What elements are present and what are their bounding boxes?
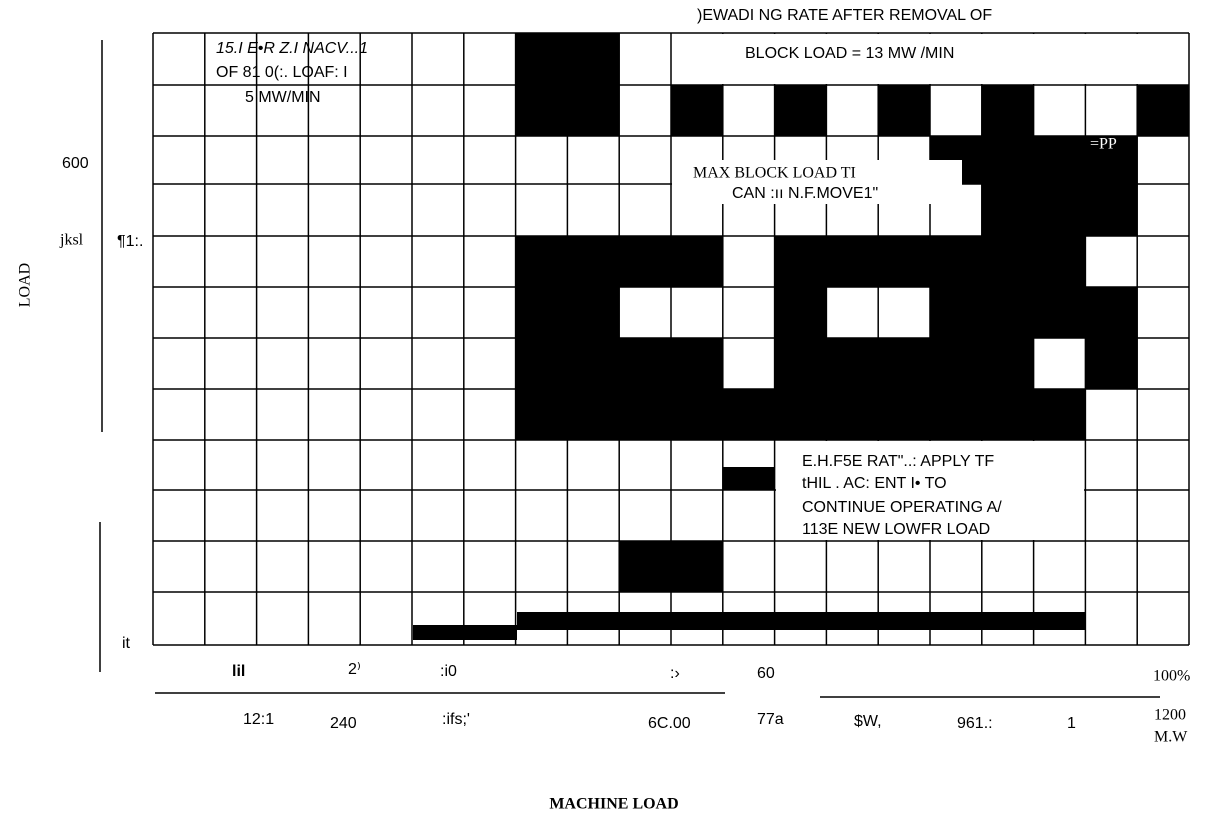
x-label: :ifs;' <box>442 711 470 728</box>
x-label: :› <box>670 665 680 682</box>
filled-cell <box>1137 85 1189 136</box>
x-label: 2⁾ <box>348 661 361 678</box>
x-label: :i0 <box>440 663 457 680</box>
filled-cell <box>1085 338 1138 389</box>
filled-cell <box>878 236 930 287</box>
filled-cell <box>515 85 568 136</box>
filled-cell <box>981 236 1034 287</box>
x-label: 1 <box>1067 715 1076 732</box>
filled-cell <box>774 85 827 136</box>
annotation: 15.I E•R Z.I NACV...1 <box>216 40 368 57</box>
filled-cell <box>619 236 671 287</box>
annotation: BLOCK LOAD = 13 MW /MIN <box>745 45 954 62</box>
filled-cell <box>930 389 982 440</box>
annotation-box <box>672 160 962 204</box>
x-label: M.W <box>1154 729 1188 746</box>
filled-cell <box>567 33 620 85</box>
filled-cell <box>981 136 1034 184</box>
filled-cell <box>1033 287 1086 338</box>
annotation: CONTINUE OPERATING A/ <box>802 499 1002 516</box>
filled-cell <box>1085 184 1138 236</box>
annotation: MAX BLOCK LOAD TI <box>693 165 856 182</box>
y-label: 600 <box>62 155 89 172</box>
filled-cell <box>826 389 879 440</box>
filled-cell <box>619 389 671 440</box>
filled-cell <box>619 338 671 389</box>
filled-cell <box>1033 184 1086 236</box>
filled-cell <box>981 184 1034 236</box>
filled-cell <box>515 338 568 389</box>
filled-cell <box>981 85 1034 136</box>
x-label: 1200 <box>1154 707 1186 724</box>
filled-cell <box>1033 389 1086 440</box>
annotation: E.H.F5E RAT"..: APPLY TF <box>802 453 994 470</box>
y-label: it <box>122 635 131 652</box>
x-label: $W, <box>854 713 882 730</box>
filled-cell <box>567 85 620 136</box>
filled-cell <box>930 287 982 338</box>
filled-cell <box>774 389 827 440</box>
filled-cell <box>567 236 620 287</box>
filled-cell <box>567 287 620 338</box>
filled-cell <box>826 338 879 389</box>
x-label: 12:1 <box>243 711 274 728</box>
x-label: 240 <box>330 715 357 732</box>
y-label: jksl <box>59 232 84 249</box>
filled-cell <box>1033 236 1086 287</box>
y-label: ¶1:. <box>117 233 143 250</box>
filled-cell <box>515 236 568 287</box>
load-bar <box>517 612 1085 630</box>
filled-cell <box>774 338 827 389</box>
filled-cell <box>878 338 930 389</box>
x-label: 60 <box>757 665 775 682</box>
filled-cell <box>567 389 620 440</box>
annotation-box <box>672 34 1188 84</box>
annotation-box <box>776 441 1084 540</box>
x-label: 961.: <box>957 715 993 732</box>
filled-cell <box>1085 136 1138 184</box>
filled-cell <box>878 85 930 136</box>
filled-cell <box>567 338 620 389</box>
filled-cell <box>671 85 723 136</box>
x-label: 77a <box>757 711 784 728</box>
annotation: CAN :ıı N.F.MOVE1" <box>732 185 878 202</box>
filled-cell <box>723 467 775 490</box>
filled-cell <box>515 33 568 85</box>
annotation: tHIL . AC: ENT I• TO <box>802 475 947 492</box>
annotation: )EWADI NG RATE AFTER REMOVAL OF <box>697 7 992 24</box>
filled-cell <box>981 338 1034 389</box>
filled-cell <box>981 389 1034 440</box>
filled-cell <box>826 236 879 287</box>
filled-cell <box>878 389 930 440</box>
x-label: lil <box>232 663 245 680</box>
x-axis-title: MACHINE LOAD <box>549 796 678 813</box>
filled-cell <box>671 541 723 592</box>
filled-cell <box>671 338 723 389</box>
filled-cell <box>774 236 827 287</box>
annotation: OF 81 0(:. LOAF: I <box>216 64 348 81</box>
x-label: 6C.00 <box>648 715 691 732</box>
filled-cell <box>1085 287 1138 338</box>
filled-cell <box>671 236 723 287</box>
filled-cell <box>671 389 723 440</box>
filled-cell <box>722 389 775 440</box>
filled-cell <box>930 236 982 287</box>
annotation: 5 MW/MIN <box>245 89 321 106</box>
annotation: 113E NEW LOWFR LOAD <box>802 521 990 538</box>
filled-cell <box>1033 136 1086 184</box>
filled-cell <box>515 287 568 338</box>
filled-cell <box>515 389 568 440</box>
load-bar <box>413 625 517 640</box>
x-label: 100% <box>1153 668 1190 685</box>
filled-cell <box>981 287 1034 338</box>
filled-cell <box>774 287 827 338</box>
y-axis-title: LOAD <box>17 263 34 307</box>
annotation: =PP <box>1090 136 1117 153</box>
filled-cell <box>619 541 671 592</box>
filled-cell <box>930 338 982 389</box>
